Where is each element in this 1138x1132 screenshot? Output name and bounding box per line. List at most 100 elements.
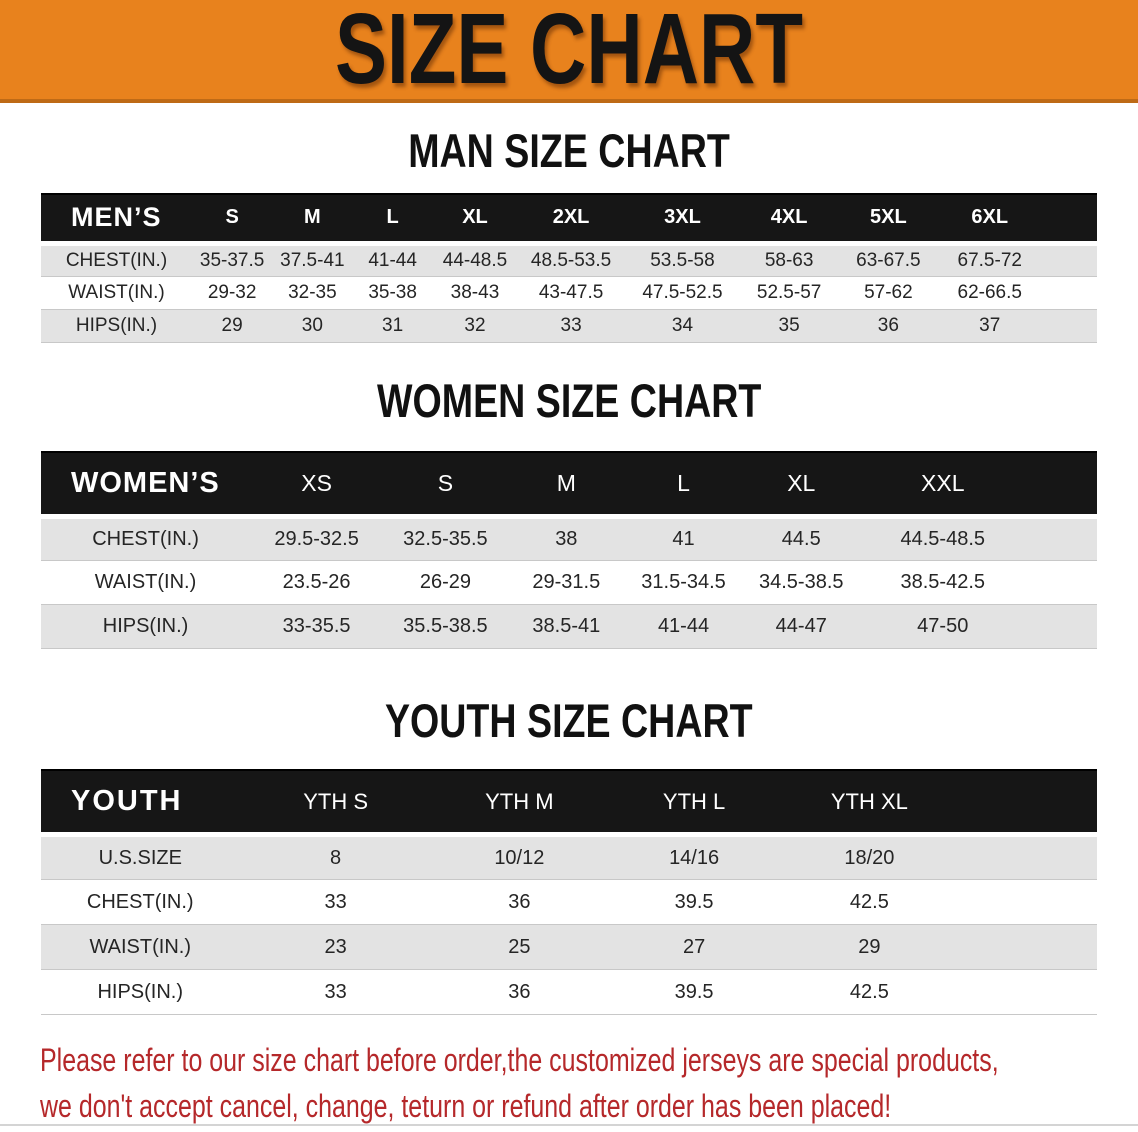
size-value-cell: 44.5 bbox=[742, 514, 861, 562]
size-value-cell: 29-32 bbox=[192, 276, 273, 310]
bottom-divider bbox=[0, 1124, 1138, 1126]
row-label: HIPS(IN.) bbox=[41, 309, 192, 343]
size-column-header: M bbox=[272, 192, 353, 245]
row-label: CHEST(IN.) bbox=[41, 240, 192, 277]
size-value-cell: 62-66.5 bbox=[938, 276, 1041, 310]
header-spacer-cell bbox=[1025, 451, 1097, 518]
row-label: HIPS(IN.) bbox=[41, 969, 240, 1016]
size-value-cell: 14/16 bbox=[606, 832, 782, 881]
size-value-cell: 38-43 bbox=[432, 276, 518, 310]
row-label: U.S.SIZE bbox=[41, 832, 240, 881]
size-column-header: S bbox=[383, 451, 508, 518]
size-column-header: 5XL bbox=[838, 192, 939, 245]
youth-size-table: YOUTH YTH S YTH M YTH L YTH XL U.S.SIZE 8 10/12… bbox=[41, 769, 1097, 1016]
size-value-cell: 10/12 bbox=[431, 832, 607, 881]
size-column-header: XL bbox=[742, 451, 861, 518]
row-spacer-cell bbox=[1025, 604, 1097, 650]
size-column-header: 6XL bbox=[938, 192, 1041, 245]
row-spacer-cell bbox=[957, 924, 1097, 971]
size-column-header: XL bbox=[432, 192, 518, 245]
row-spacer-cell bbox=[957, 969, 1097, 1016]
size-value-cell: 52.5-57 bbox=[740, 276, 839, 310]
size-column-header: YTH XL bbox=[781, 769, 958, 836]
size-value-cell: 36 bbox=[431, 879, 607, 926]
size-table-row: HIPS(IN.) 29 30 31 32 33 34 35 36 37 bbox=[41, 309, 1097, 343]
size-table-header-row: MEN’S S M L XL 2XL 3XL 4XL 5XL 6XL bbox=[41, 192, 1097, 245]
size-column-header: 2XL bbox=[517, 192, 625, 245]
size-column-header: YTH L bbox=[606, 769, 782, 836]
size-value-cell: 44-47 bbox=[742, 604, 861, 650]
size-table-row: HIPS(IN.) 33 36 39.5 42.5 bbox=[41, 969, 1097, 1016]
size-value-cell: 63-67.5 bbox=[838, 240, 939, 277]
size-value-cell: 41-44 bbox=[624, 604, 743, 650]
row-spacer-cell bbox=[1040, 276, 1097, 310]
row-spacer-cell bbox=[1025, 514, 1097, 562]
size-value-cell: 26-29 bbox=[383, 560, 508, 606]
size-column-header: XS bbox=[250, 451, 384, 518]
size-value-cell: 35-37.5 bbox=[192, 240, 273, 277]
size-value-cell: 18/20 bbox=[781, 832, 958, 881]
man-size-chart-heading: MAN SIZE CHART bbox=[0, 125, 1138, 177]
size-table-header-row: WOMEN’S XS S M L XL XXL bbox=[41, 451, 1097, 518]
size-value-cell: 37 bbox=[938, 309, 1041, 343]
size-value-cell: 42.5 bbox=[781, 879, 958, 926]
size-value-cell: 23.5-26 bbox=[250, 560, 384, 606]
size-column-header: M bbox=[507, 451, 625, 518]
size-value-cell: 41 bbox=[624, 514, 743, 562]
row-label: HIPS(IN.) bbox=[41, 604, 251, 650]
youth-size-chart-heading-text: YOUTH SIZE CHART bbox=[385, 694, 753, 748]
men-size-table: MEN’S S M L XL 2XL 3XL 4XL 5XL 6XL CHEST(IN.) 35-37… bbox=[41, 192, 1097, 343]
size-column-header: 3XL bbox=[624, 192, 741, 245]
size-column-header: L bbox=[624, 451, 743, 518]
size-column-header: XXL bbox=[860, 451, 1026, 518]
size-value-cell: 43-47.5 bbox=[517, 276, 625, 310]
size-value-cell: 32 bbox=[432, 309, 518, 343]
size-table-header-row: YOUTH YTH S YTH M YTH L YTH XL bbox=[41, 769, 1097, 836]
disclaimer-line-1: Please refer to our size chart before or… bbox=[40, 1042, 999, 1079]
size-column-header: YTH M bbox=[431, 769, 607, 836]
row-spacer-cell bbox=[1040, 240, 1097, 277]
size-value-cell: 36 bbox=[431, 969, 607, 1016]
size-value-cell: 36 bbox=[838, 309, 939, 343]
women-size-chart-heading-text: WOMEN SIZE CHART bbox=[376, 373, 762, 427]
size-value-cell: 57-62 bbox=[838, 276, 939, 310]
size-value-cell: 47-50 bbox=[860, 604, 1026, 650]
size-value-cell: 29 bbox=[781, 924, 958, 971]
row-spacer-cell bbox=[957, 832, 1097, 881]
size-value-cell: 38.5-42.5 bbox=[860, 560, 1026, 606]
size-table-row: U.S.SIZE 8 10/12 14/16 18/20 bbox=[41, 832, 1097, 881]
row-spacer-cell bbox=[957, 879, 1097, 926]
women-size-table: WOMEN’S XS S M L XL XXL CHEST(IN.) 29.5-32.5 32.5… bbox=[41, 451, 1097, 650]
size-value-cell: 33 bbox=[239, 879, 432, 926]
size-value-cell: 44.5-48.5 bbox=[860, 514, 1026, 562]
size-value-cell: 38 bbox=[507, 514, 625, 562]
size-value-cell: 33 bbox=[517, 309, 625, 343]
size-value-cell: 33 bbox=[239, 969, 432, 1016]
men_table-corner-label: MEN’S bbox=[41, 192, 192, 245]
size-value-cell: 34 bbox=[624, 309, 741, 343]
man-size-chart-heading-text: MAN SIZE CHART bbox=[408, 124, 730, 177]
size-value-cell: 37.5-41 bbox=[272, 240, 353, 277]
size-value-cell: 67.5-72 bbox=[938, 240, 1041, 277]
size-value-cell: 35 bbox=[740, 309, 839, 343]
size-value-cell: 33-35.5 bbox=[250, 604, 384, 650]
size-value-cell: 35.5-38.5 bbox=[383, 604, 508, 650]
row-label: CHEST(IN.) bbox=[41, 514, 251, 562]
size-value-cell: 31.5-34.5 bbox=[624, 560, 743, 606]
size-chart-title: SIZE CHART bbox=[335, 0, 803, 105]
size-table-row: WAIST(IN.) 23.5-26 26-29 29-31.5 31.5-34.5 34… bbox=[41, 560, 1097, 606]
size-value-cell: 29 bbox=[192, 309, 273, 343]
size-column-header: 4XL bbox=[740, 192, 839, 245]
size-table-row: CHEST(IN.) 33 36 39.5 42.5 bbox=[41, 879, 1097, 926]
youth_table-corner-label: YOUTH bbox=[41, 769, 240, 836]
size-value-cell: 48.5-53.5 bbox=[517, 240, 625, 277]
disclaimer-line-2: we don't accept cancel, change, teturn o… bbox=[40, 1088, 892, 1125]
size-value-cell: 34.5-38.5 bbox=[742, 560, 861, 606]
size-value-cell: 25 bbox=[431, 924, 607, 971]
size-table-row: CHEST(IN.) 35-37.5 37.5-41 41-44 44-48.5 48.5… bbox=[41, 240, 1097, 277]
size-value-cell: 42.5 bbox=[781, 969, 958, 1016]
size-column-header: S bbox=[192, 192, 273, 245]
size-value-cell: 38.5-41 bbox=[507, 604, 625, 650]
size-value-cell: 31 bbox=[352, 309, 433, 343]
size-table-row: HIPS(IN.) 33-35.5 35.5-38.5 38.5-41 41-44 44-… bbox=[41, 604, 1097, 650]
